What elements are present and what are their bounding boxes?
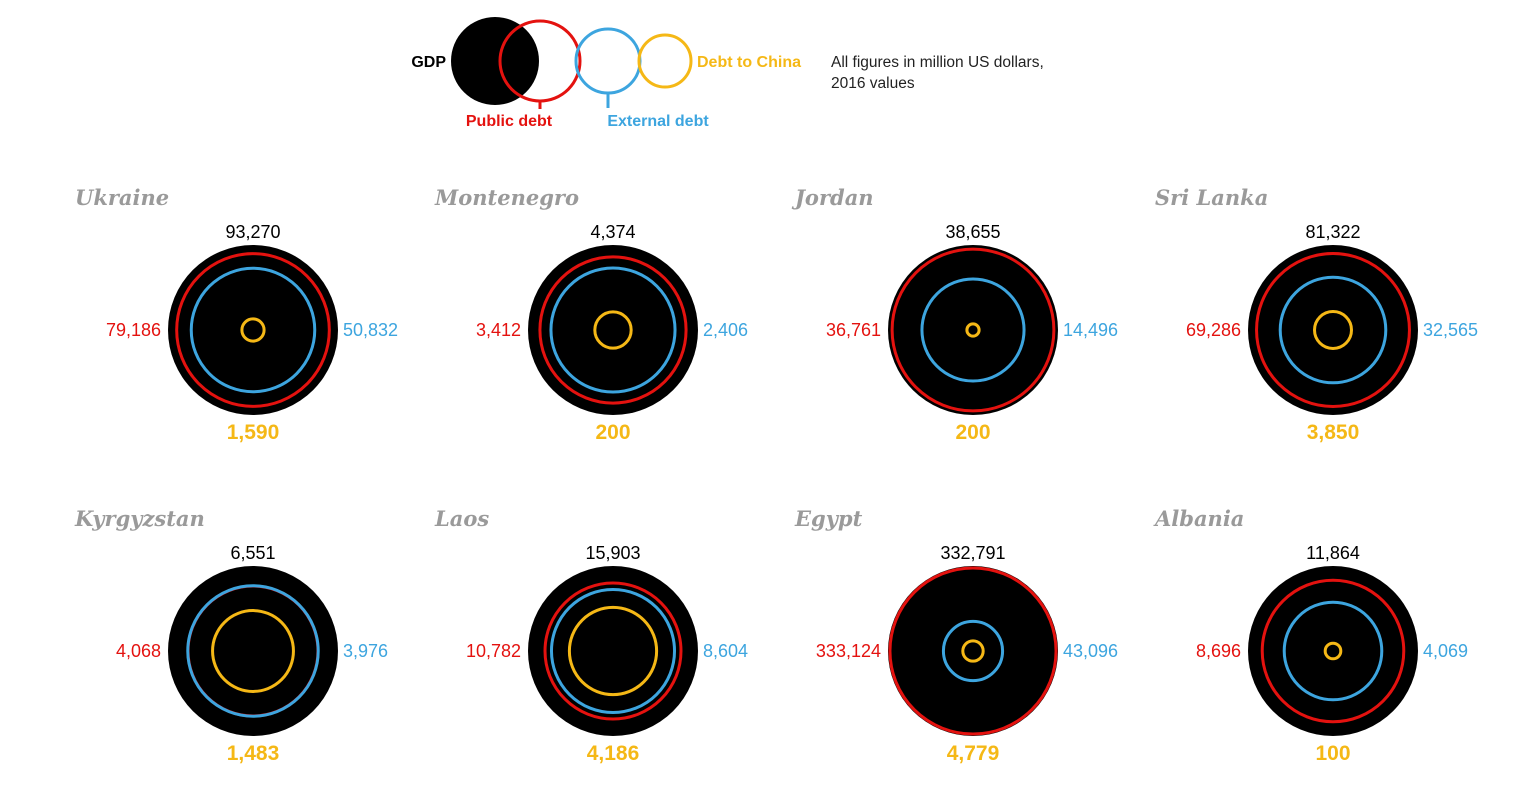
- public-debt-ring: [175, 252, 331, 408]
- country-name: Kyrgyzstan: [74, 506, 205, 531]
- legend-external-debt-label: External debt: [607, 113, 709, 130]
- external-debt-value: 3,976: [343, 641, 388, 661]
- external-debt-ring: [186, 584, 320, 718]
- panel-kyrgyzstan: Kyrgyzstan 6,551 4,068 3,976 1,483: [74, 506, 388, 765]
- debt-to-china-ring: [961, 639, 985, 663]
- legend-note-line2: 2016 values: [831, 75, 915, 92]
- panel-ukraine: Ukraine 93,270 79,186 50,832 1,590: [75, 185, 398, 444]
- public-debt-value: 3,412: [476, 320, 521, 340]
- public-debt-value: 79,186: [106, 320, 161, 340]
- public-debt-value: 4,068: [116, 641, 161, 661]
- external-debt-ring: [549, 266, 677, 394]
- debt-to-china-value: 200: [595, 421, 630, 444]
- gdp-disc: [1248, 566, 1418, 736]
- gdp-value: 38,655: [945, 222, 1000, 242]
- public-debt-value: 69,286: [1186, 320, 1241, 340]
- external-debt-value: 43,096: [1063, 641, 1118, 661]
- panel-montenegro: Montenegro 4,374 3,412 2,406 200: [434, 185, 748, 444]
- debt-to-china-ring: [211, 609, 295, 693]
- debt-to-china-ring: [1313, 310, 1353, 350]
- country-panels: Ukraine 93,270 79,186 50,832 1,590 Montenegro…: [74, 185, 1478, 765]
- legend-public-debt-label: Public debt: [466, 113, 553, 130]
- gdp-disc: [888, 245, 1058, 415]
- external-debt-value: 14,496: [1063, 320, 1118, 340]
- public-debt-value: 10,782: [466, 641, 521, 661]
- legend-debt-to-china-ring: [637, 33, 693, 89]
- gdp-value: 332,791: [940, 543, 1005, 563]
- legend-note-line1: All figures in million US dollars,: [831, 54, 1044, 71]
- debt-to-china-ring: [593, 310, 633, 350]
- external-debt-ring: [549, 587, 677, 715]
- legend-gdp-label: GDP: [411, 54, 446, 71]
- panel-albania: Albania 11,864 8,696 4,069 100: [1153, 506, 1468, 765]
- panel-jordan: Jordan 38,655 36,761 14,496 200: [791, 185, 1118, 444]
- panel-laos: Laos 15,903 10,782 8,604 4,186: [434, 506, 748, 765]
- public-debt-ring: [1260, 578, 1406, 724]
- debt-to-china-ring: [965, 322, 981, 338]
- debt-to-china-value: 4,779: [947, 742, 1000, 765]
- country-name: Laos: [434, 506, 489, 531]
- country-name: Montenegro: [434, 185, 579, 210]
- external-debt-value: 4,069: [1423, 641, 1468, 661]
- external-debt-ring: [1278, 275, 1388, 385]
- gdp-value: 93,270: [225, 222, 280, 242]
- country-name: Egypt: [794, 506, 863, 531]
- external-debt-value: 32,565: [1423, 320, 1478, 340]
- legend-debt-to-china-label: Debt to China: [697, 54, 801, 71]
- external-debt-ring: [189, 266, 317, 394]
- debt-to-china-value: 100: [1315, 742, 1350, 765]
- debt-to-china-value: 1,590: [227, 421, 280, 444]
- public-debt-ring: [890, 247, 1056, 413]
- gdp-disc: [168, 245, 338, 415]
- external-debt-value: 2,406: [703, 320, 748, 340]
- debt-to-china-value: 3,850: [1307, 421, 1360, 444]
- gdp-disc: [528, 245, 698, 415]
- external-debt-ring: [1282, 600, 1384, 702]
- debt-to-china-ring: [1323, 641, 1343, 661]
- external-debt-ring: [920, 277, 1026, 383]
- debt-to-china-value: 1,483: [227, 742, 280, 765]
- panel-sri-lanka: Sri Lanka 81,322 69,286 32,565 3,850: [1155, 185, 1478, 444]
- legend: GDP Public debt External debt Debt to Ch…: [411, 17, 1044, 130]
- gdp-value: 6,551: [230, 543, 275, 563]
- debt-to-china-value: 200: [955, 421, 990, 444]
- legend-external-debt-ring: [574, 27, 642, 95]
- country-name: Sri Lanka: [1155, 185, 1268, 210]
- gdp-value: 11,864: [1306, 543, 1360, 563]
- gdp-value: 81,322: [1305, 222, 1360, 242]
- public-debt-ring: [538, 255, 688, 405]
- debt-to-china-value: 4,186: [587, 742, 640, 765]
- public-debt-ring: [1255, 252, 1411, 408]
- gdp-disc: [528, 566, 698, 736]
- public-debt-ring: [543, 581, 683, 721]
- debt-to-china-ring: [567, 605, 659, 697]
- public-debt-value: 333,124: [816, 641, 881, 661]
- country-name: Ukraine: [75, 185, 169, 210]
- debt-to-china-ring: [240, 317, 266, 343]
- external-debt-value: 8,604: [703, 641, 748, 661]
- gdp-value: 4,374: [590, 222, 635, 242]
- country-name: Jordan: [791, 185, 874, 210]
- panel-egypt: Egypt 332,791 333,124 43,096 4,779: [794, 506, 1118, 765]
- gdp-disc: [888, 566, 1058, 736]
- public-debt-value: 36,761: [826, 320, 881, 340]
- external-debt-ring: [941, 619, 1005, 683]
- public-debt-ring: [888, 566, 1058, 736]
- gdp-value: 15,903: [585, 543, 640, 563]
- gdp-disc: [1248, 245, 1418, 415]
- country-name: Albania: [1153, 506, 1244, 531]
- public-debt-value: 8,696: [1196, 641, 1241, 661]
- external-debt-value: 50,832: [343, 320, 398, 340]
- gdp-disc: [168, 566, 338, 736]
- legend-gdp-disc: [451, 17, 539, 105]
